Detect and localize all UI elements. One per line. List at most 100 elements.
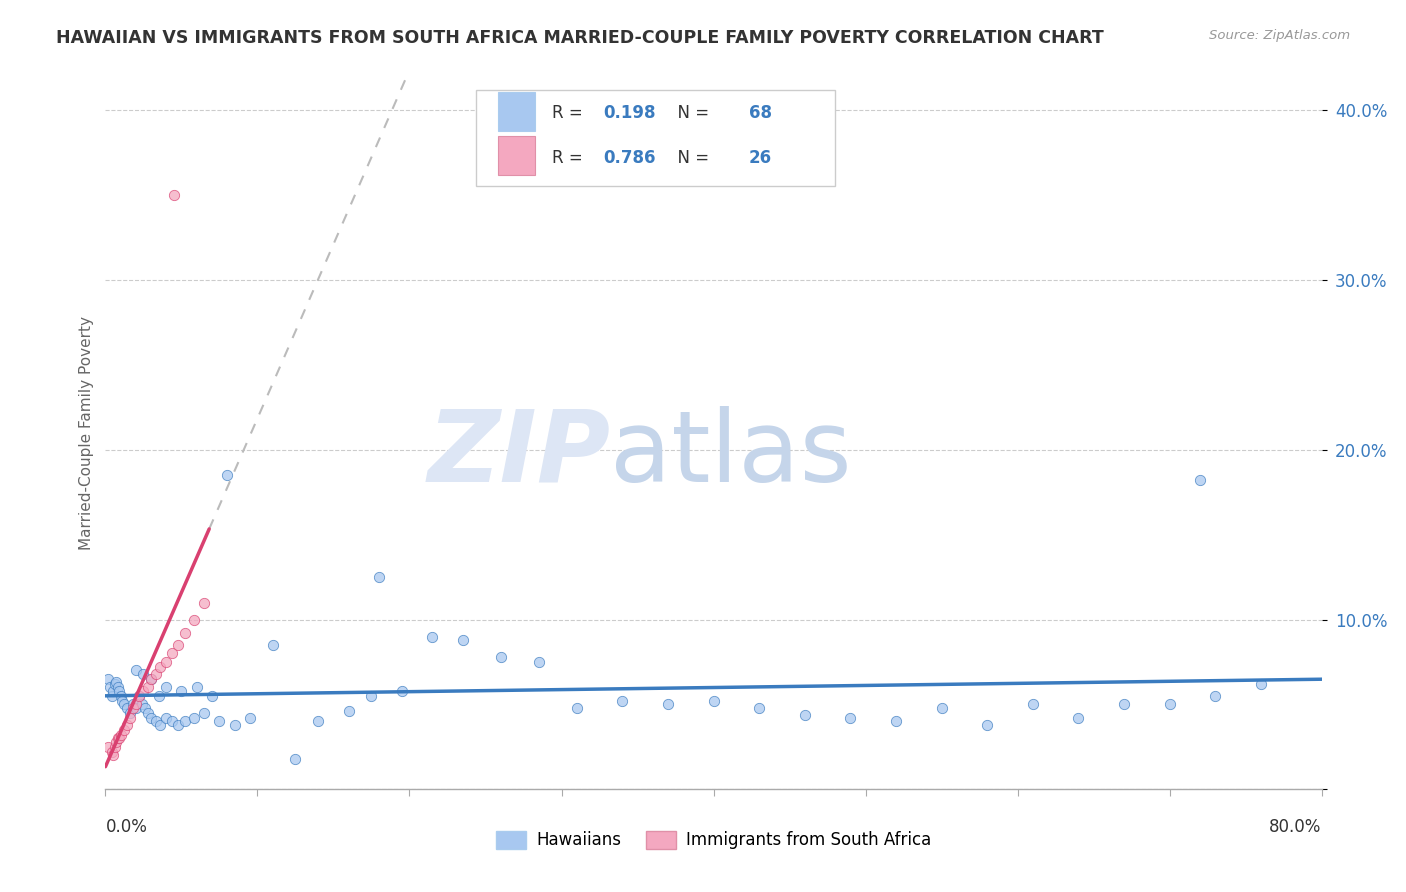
Bar: [498, 92, 534, 130]
Text: N =: N =: [668, 104, 714, 122]
Point: [155, 711, 177, 725]
Point: [793, 707, 815, 722]
Point: [139, 672, 162, 686]
Text: 68: 68: [749, 104, 772, 122]
Point: [391, 684, 413, 698]
Text: R =: R =: [551, 104, 588, 122]
Point: [105, 675, 128, 690]
Point: [149, 660, 172, 674]
Point: [125, 664, 148, 678]
Point: [451, 632, 474, 647]
Point: [489, 649, 512, 664]
Point: [115, 718, 138, 732]
Point: [186, 681, 208, 695]
Point: [110, 728, 132, 742]
Point: [167, 718, 190, 732]
Point: [173, 714, 195, 729]
Point: [702, 694, 725, 708]
Point: [145, 714, 167, 729]
Point: [193, 595, 215, 609]
Point: [173, 626, 195, 640]
Point: [128, 689, 150, 703]
Point: [103, 677, 125, 691]
Point: [97, 739, 120, 754]
Point: [527, 655, 550, 669]
Point: [108, 684, 131, 698]
Point: [110, 689, 132, 703]
Point: [128, 689, 150, 703]
Point: [201, 689, 224, 703]
Point: [1188, 473, 1211, 487]
Point: [107, 731, 129, 746]
Text: atlas: atlas: [610, 406, 852, 502]
Point: [839, 711, 862, 725]
Point: [101, 748, 124, 763]
Point: [121, 698, 143, 712]
Point: [217, 468, 239, 483]
Point: [107, 681, 129, 695]
Point: [100, 689, 122, 703]
Point: [239, 711, 262, 725]
Point: [131, 698, 153, 712]
Point: [170, 684, 193, 698]
Point: [112, 723, 135, 737]
Point: [931, 701, 953, 715]
Text: Source: ZipAtlas.com: Source: ZipAtlas.com: [1209, 29, 1350, 42]
Point: [112, 698, 135, 712]
Point: [101, 684, 124, 698]
Y-axis label: Married-Couple Family Poverty: Married-Couple Family Poverty: [79, 316, 94, 549]
Point: [103, 739, 125, 754]
Point: [657, 698, 679, 712]
Point: [976, 718, 998, 732]
Point: [1250, 677, 1272, 691]
Point: [307, 714, 329, 729]
Point: [420, 630, 443, 644]
Point: [125, 701, 148, 715]
Point: [193, 706, 215, 720]
Point: [132, 684, 155, 698]
FancyBboxPatch shape: [477, 90, 835, 186]
Point: [145, 666, 167, 681]
Point: [284, 752, 307, 766]
Point: [115, 701, 138, 715]
Point: [105, 735, 128, 749]
Point: [111, 694, 134, 708]
Point: [612, 694, 634, 708]
Point: [121, 701, 143, 715]
Bar: [498, 136, 534, 175]
Point: [118, 706, 141, 720]
Point: [149, 718, 172, 732]
Point: [132, 666, 155, 681]
Point: [167, 638, 190, 652]
Point: [108, 731, 131, 746]
Point: [139, 711, 162, 725]
Point: [98, 681, 121, 695]
Point: [224, 718, 246, 732]
Text: 26: 26: [749, 150, 772, 168]
Point: [1067, 711, 1090, 725]
Point: [183, 613, 205, 627]
Point: [162, 647, 184, 661]
Point: [337, 704, 360, 718]
Point: [368, 570, 391, 584]
Point: [148, 689, 170, 703]
Text: R =: R =: [551, 150, 588, 168]
Text: 80.0%: 80.0%: [1270, 818, 1322, 836]
Point: [163, 187, 186, 202]
Point: [162, 714, 184, 729]
Point: [139, 672, 162, 686]
Point: [100, 745, 122, 759]
Point: [1159, 698, 1181, 712]
Text: 0.786: 0.786: [603, 150, 655, 168]
Point: [262, 638, 284, 652]
Point: [97, 672, 120, 686]
Point: [748, 701, 770, 715]
Point: [125, 698, 148, 712]
Point: [118, 711, 141, 725]
Point: [155, 681, 177, 695]
Point: [565, 701, 588, 715]
Text: N =: N =: [668, 150, 714, 168]
Point: [360, 689, 382, 703]
Text: 0.0%: 0.0%: [105, 818, 148, 836]
Point: [183, 711, 205, 725]
